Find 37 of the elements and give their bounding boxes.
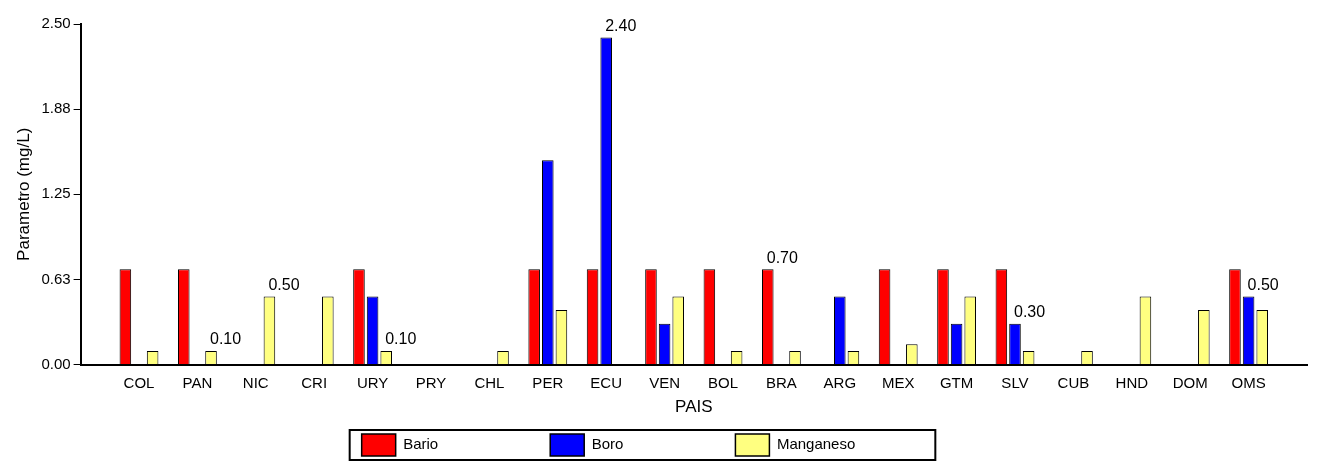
x-tick-label: URY: [356, 373, 389, 391]
data-label: 0.50: [1247, 275, 1279, 293]
x-tick-label: PRY: [415, 373, 447, 391]
x-tick-label: ARG: [823, 373, 857, 391]
x-tick-label: CUB: [1057, 373, 1090, 391]
x-tick-label: GTM: [939, 373, 974, 391]
x-tick-label: MEX: [881, 373, 915, 391]
y-tick-label: 0.63: [41, 269, 71, 287]
y-tick-label: 1.88: [41, 99, 71, 117]
legend-label: Manganeso: [776, 435, 956, 453]
x-tick-label: CRI: [301, 373, 328, 391]
data-label: 0.50: [268, 275, 300, 293]
data-label: 0.10: [210, 330, 242, 348]
x-tick-label: VEN: [649, 373, 681, 391]
x-tick-label: COL: [123, 373, 155, 391]
x-tick-label: BOL: [707, 373, 739, 391]
x-tick-label: CHL: [474, 373, 505, 391]
data-label: 0.30: [1014, 303, 1046, 321]
x-tick-label: PAN: [182, 373, 213, 391]
legend-label: Boro: [591, 435, 724, 453]
y-tick-label: 2.50: [41, 14, 71, 32]
x-tick-label: PER: [532, 373, 564, 391]
legend-label: Bario: [403, 435, 539, 453]
y-tick-label: 0.00: [41, 354, 71, 372]
data-label: 0.70: [766, 248, 799, 266]
y-tick-label: 1.25: [41, 184, 71, 202]
x-tick-label: BRA: [765, 373, 797, 391]
x-tick-label: OMS: [1231, 373, 1266, 391]
x-tick-label: NIC: [242, 373, 269, 391]
x-tick-label: HND: [1115, 373, 1149, 391]
x-axis-title: PAIS: [675, 397, 713, 417]
x-tick-label: SLV: [1001, 373, 1029, 391]
data-label: 2.40: [605, 17, 637, 35]
x-tick-label: DOM: [1172, 373, 1208, 391]
y-axis-title: Parametro (mg/L): [13, 127, 33, 261]
x-tick-label: ECU: [590, 373, 623, 391]
data-label: 0.10: [385, 330, 417, 348]
